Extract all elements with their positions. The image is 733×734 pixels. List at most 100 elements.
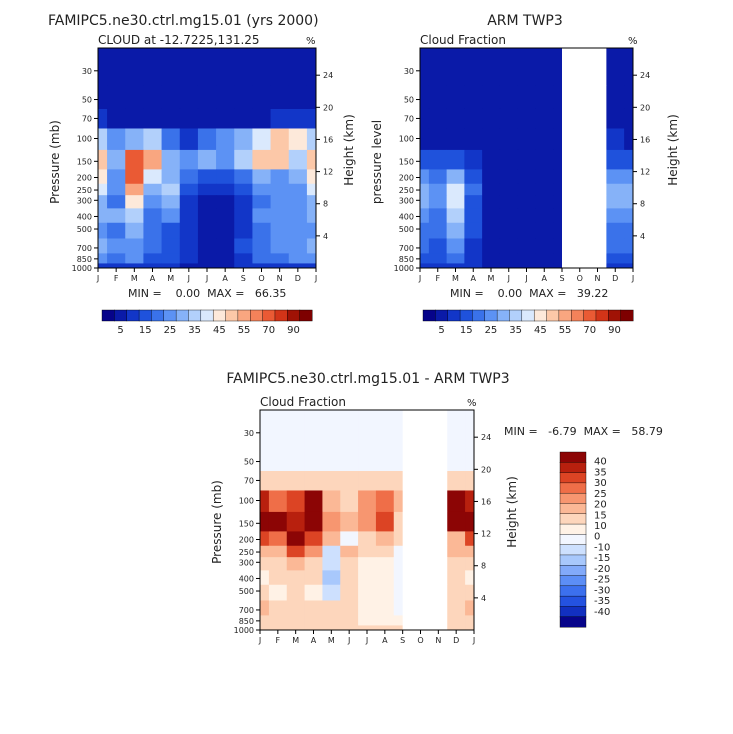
heatmap-cell-1-0-5 <box>179 48 199 86</box>
heatmap-cell-1-6-2 <box>125 183 144 196</box>
panel-obs: ARM TWP3 Cloud Fraction % 30 50 70 100 150 20… <box>370 13 680 336</box>
heatmap-cell-3-12-5 <box>340 625 359 631</box>
heatmap-cell-3-2-7 <box>375 470 395 491</box>
colorbar-label: 15 <box>594 510 607 521</box>
heatmap-cell-2-7-3 <box>464 195 483 209</box>
heatmap-cell-3-6-0 <box>260 545 270 558</box>
pressure-tick-label: 200 <box>239 535 254 544</box>
heatmap-cell-1-4-11 <box>288 149 308 170</box>
heatmap-cell-1-9-9 <box>252 222 271 239</box>
heatmap-cell-3-12-11 <box>447 625 466 631</box>
heatmap-cell-2-7-0 <box>420 195 430 209</box>
pressure-tick-label: 50 <box>404 96 414 105</box>
heatmap-cell-3-6-10 <box>429 545 448 558</box>
heatmap-cell-1-8-3 <box>143 208 162 224</box>
heatmap-cell-1-1-1 <box>107 85 126 110</box>
heatmap-cell-3-11-5 <box>340 615 359 626</box>
heatmap-cell-2-5-5 <box>499 169 519 185</box>
heatmap-cell-3-7-7 <box>375 557 395 571</box>
month-tick-label: J <box>365 636 368 645</box>
colorbar-swatch <box>496 309 510 322</box>
heatmap-cell-3-8-7 <box>375 570 395 586</box>
heatmap-cell-1-12-7 <box>216 263 235 269</box>
heatmap-cell-3-9-5 <box>340 584 359 601</box>
colorbar-swatch <box>521 309 535 322</box>
colorbar-swatch <box>262 309 276 322</box>
heatmap-cell-2-11-10 <box>588 253 607 264</box>
heatmap-cell-2-8-6 <box>517 208 536 224</box>
heatmap-cell-1-10-0 <box>98 238 108 254</box>
heatmap-cell-3-5-11 <box>447 531 466 547</box>
heatmap-cell-2-0-12 <box>624 48 634 86</box>
month-tick-label: S <box>400 636 405 645</box>
heatmap-cell-3-2-0 <box>260 470 270 491</box>
heatmap-cell-2-6-2 <box>446 183 465 196</box>
heatmap-cell-3-8-1 <box>268 570 288 586</box>
heatmap-cell-2-11-6 <box>517 253 536 264</box>
heatmap-cell-1-8-12 <box>306 208 317 224</box>
heatmap-cell-3-5-6 <box>358 531 377 547</box>
heatmap-cell-2-6-1 <box>428 183 448 196</box>
height-tick-label: 20 <box>481 465 491 474</box>
heatmap-cell-3-4-0 <box>260 511 270 532</box>
colorbar-swatch <box>250 309 264 322</box>
colorbar-swatch <box>559 575 587 587</box>
heatmap-cell-2-11-1 <box>428 253 448 264</box>
colorbar-swatch <box>559 544 587 556</box>
heatmap-cell-2-9-12 <box>624 222 634 239</box>
heatmap-cell-3-11-6 <box>358 615 377 626</box>
heatmap-cell-1-0-6 <box>197 48 217 86</box>
heatmap-cell-3-8-12 <box>465 570 475 586</box>
heatmap-cell-1-2-5 <box>179 108 199 129</box>
heatmap-cell-2-4-4 <box>482 149 501 170</box>
month-tick-label: A <box>542 274 548 283</box>
heatmap-cell-1-2-0 <box>98 108 108 129</box>
heatmap-cell-1-0-3 <box>143 48 162 86</box>
colorbar-label: 25 <box>485 325 498 336</box>
height-tick-label: 20 <box>640 103 650 112</box>
heatmap-cell-3-3-2 <box>286 490 305 513</box>
colorbar-label: 30 <box>594 478 607 489</box>
colorbar-label: 55 <box>238 325 251 336</box>
month-tick-label: A <box>311 636 317 645</box>
colorbar-swatch <box>559 534 587 546</box>
heatmap-cell-3-10-7 <box>375 600 395 616</box>
colorbar-swatch <box>559 606 587 618</box>
month-tick-label: J <box>205 274 208 283</box>
heatmap-cell-3-7-11 <box>447 557 466 571</box>
month-tick-label: O <box>258 274 264 283</box>
heatmap-cell-3-3-7 <box>375 490 395 513</box>
heatmap-cell-2-10-1 <box>428 238 448 254</box>
heatmap-cell-1-3-9 <box>252 128 271 151</box>
heatmap-cell-2-12-5 <box>499 263 519 269</box>
heatmap-cell-2-4-5 <box>499 149 519 170</box>
colorbar-swatch <box>558 309 572 322</box>
heatmap-cell-2-1-6 <box>517 85 536 110</box>
heatmap-cell-3-10-11 <box>447 600 466 616</box>
heatmap-cell-3-3-12 <box>465 490 475 513</box>
heatmap-cell-2-2-2 <box>446 108 465 129</box>
height-tick-label: 20 <box>323 103 333 112</box>
heatmap-cell-1-10-8 <box>234 238 253 254</box>
heatmap-cell-1-5-0 <box>98 169 108 185</box>
heatmap-cell-1-2-2 <box>125 108 144 129</box>
heatmap-cell-3-11-1 <box>268 615 288 626</box>
heatmap-cell-2-11-4 <box>482 253 501 264</box>
heatmap-cell-3-8-5 <box>340 570 359 586</box>
heatmap-cell-2-0-7 <box>535 48 554 86</box>
colorbar-swatch <box>595 309 609 322</box>
colorbar-swatch <box>212 309 227 322</box>
heatmap-cell-2-12-10 <box>588 263 607 269</box>
heatmap-cell-3-0-0 <box>260 410 270 448</box>
colorbar-swatch <box>559 482 587 494</box>
heatmap-cell-3-9-11 <box>447 584 466 601</box>
heatmap-cell-1-2-4 <box>161 108 181 129</box>
heatmap-cell-1-3-11 <box>288 128 308 151</box>
colorbar-label: -25 <box>594 575 610 586</box>
heatmap-cell-2-2-7 <box>535 108 554 129</box>
heatmap-cell-1-1-12 <box>306 85 317 110</box>
heatmap-cell-3-1-12 <box>465 447 475 472</box>
pressure-tick-label: 850 <box>399 255 414 264</box>
